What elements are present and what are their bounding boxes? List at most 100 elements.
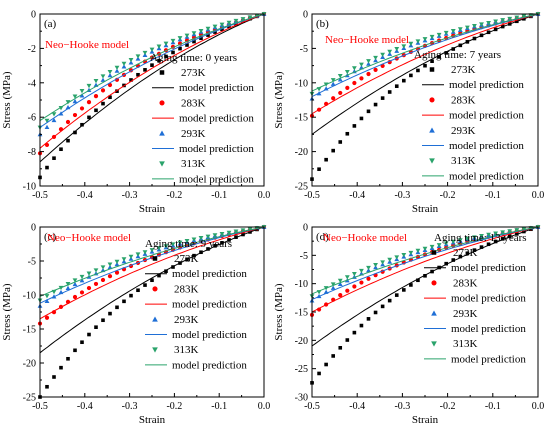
data-point [86, 100, 92, 105]
model-line-273K [39, 13, 265, 163]
y-tick-label: -25 [23, 393, 36, 404]
panel-c: -0.5 -0.4 -0.3 -0.2 -0.1 0.0 -25 -20 -15 -10 -5 0 St… [1, 223, 270, 427]
data-point [72, 98, 78, 104]
data-point [345, 85, 350, 90]
data-point [366, 317, 371, 321]
data-point [458, 254, 463, 259]
data-point [380, 260, 386, 265]
x-tick-label: -0.3 [394, 401, 410, 412]
data-point [387, 298, 392, 303]
data-point [156, 44, 162, 49]
data-point [87, 332, 91, 337]
data-point [205, 234, 211, 239]
legend-entry: 313K [174, 344, 199, 356]
panel-a: -0.5 -0.4 -0.3 -0.2 -0.1 0.0 -10 -8 -6 -4 -2 0 Strai… [1, 10, 270, 216]
x-tick-label: -0.4 [349, 190, 365, 201]
data-point [128, 254, 134, 260]
data-point [86, 83, 92, 89]
x-tick-label: -0.5 [304, 190, 320, 201]
legend-marker [431, 310, 437, 316]
data-point [429, 34, 435, 40]
data-point [163, 244, 169, 249]
data-point [114, 65, 120, 71]
data-point [65, 282, 71, 287]
legend-entry: 293K [174, 314, 199, 326]
data-point [331, 96, 336, 101]
legend-entry: 293K [451, 125, 476, 137]
data-point [121, 257, 127, 262]
data-point [143, 68, 147, 72]
data-point [500, 237, 505, 241]
data-point [443, 241, 449, 246]
aging-time-label: Aging time: 9 years [145, 238, 232, 250]
data-point [107, 262, 113, 267]
x-tick-label: -0.3 [394, 190, 410, 201]
data-point [423, 273, 427, 278]
data-point [164, 269, 168, 273]
data-point [178, 46, 182, 51]
model-line-283K [39, 13, 265, 149]
y-tick-label: -10 [23, 182, 36, 193]
data-point [359, 62, 364, 67]
data-point [128, 60, 134, 65]
data-point [324, 157, 328, 162]
data-point [443, 30, 449, 36]
legend-entry: model prediction [451, 262, 526, 274]
data-point [486, 232, 491, 238]
data-point [101, 318, 105, 323]
legend-entry: model prediction [451, 293, 526, 305]
legend-marker [431, 250, 437, 255]
data-point [79, 274, 85, 280]
panel-label: (a) [44, 18, 57, 30]
data-point [115, 305, 119, 310]
panel-label: (c) [44, 231, 57, 243]
data-point [114, 259, 120, 265]
data-point [394, 255, 400, 260]
x-tick-label: -0.5 [32, 401, 48, 412]
data-point [79, 89, 85, 94]
data-point [366, 276, 371, 281]
data-point [129, 78, 133, 82]
data-point [219, 22, 225, 27]
data-point [366, 61, 371, 66]
data-point [66, 356, 70, 361]
legend-marker [429, 67, 435, 72]
data-point [72, 278, 78, 283]
data-point [100, 265, 106, 270]
data-point [86, 285, 92, 291]
data-point [65, 119, 71, 125]
y-tick-label: -5 [300, 44, 308, 55]
data-point [170, 242, 176, 247]
data-point [52, 375, 56, 379]
data-point [233, 229, 239, 234]
data-point [108, 95, 112, 100]
data-point [380, 96, 385, 100]
data-point [94, 325, 98, 329]
data-point [79, 290, 85, 295]
data-point [65, 100, 71, 105]
data-point [100, 277, 106, 283]
data-point [317, 167, 321, 171]
data-point [408, 250, 414, 256]
data-point [373, 58, 378, 63]
legend: 273K model prediction 283K model prediction… [422, 64, 524, 182]
y-tick-label: -30 [295, 393, 308, 404]
data-point [359, 280, 364, 285]
data-point [205, 26, 211, 32]
data-point [387, 49, 393, 55]
data-point [330, 78, 336, 83]
data-point [107, 72, 113, 78]
data-point [337, 77, 343, 82]
data-point [429, 244, 435, 250]
model-line-283K [311, 226, 539, 313]
data-point [44, 118, 50, 124]
x-tick-label: 0.0 [258, 401, 271, 412]
data-point [450, 29, 456, 34]
data-point [436, 32, 442, 38]
data-point [472, 248, 477, 252]
series-313K [37, 12, 267, 130]
data-point [344, 69, 350, 75]
data-point [226, 20, 232, 26]
y-tick-label: -4 [28, 78, 36, 89]
x-axis-label: Strain [139, 203, 166, 215]
